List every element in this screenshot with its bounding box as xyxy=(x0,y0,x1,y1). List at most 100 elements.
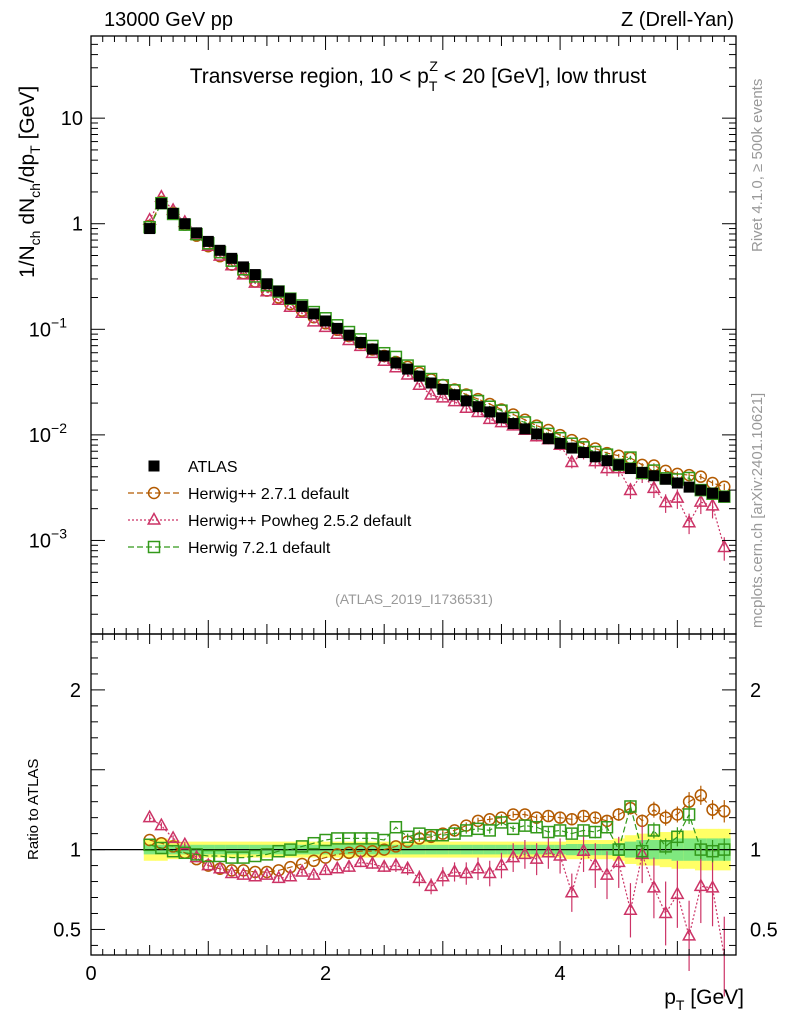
data-point xyxy=(366,343,378,355)
ratio-point xyxy=(705,879,720,893)
data-point xyxy=(261,278,273,290)
ratio-y-tick-label-right: 1 xyxy=(750,840,761,862)
ratio-point xyxy=(154,817,169,831)
data-point xyxy=(718,491,730,503)
ratio-point xyxy=(694,789,708,802)
data-point xyxy=(519,423,531,435)
data-point xyxy=(214,244,226,256)
legend-marker xyxy=(146,511,162,525)
ratio-point xyxy=(341,859,357,872)
ratio-point xyxy=(365,855,380,869)
data-point xyxy=(295,305,310,319)
data-point xyxy=(273,285,285,297)
data-point xyxy=(542,433,554,445)
ratio-point xyxy=(284,860,297,874)
data-point xyxy=(648,470,660,482)
ratio-point xyxy=(212,860,228,874)
data-point xyxy=(413,370,425,382)
process-label: Z (Drell-Yan) xyxy=(621,9,734,31)
ratio-point xyxy=(659,811,672,824)
data-point xyxy=(425,377,437,389)
ratio-point xyxy=(706,803,719,816)
ratio-y-tick-label: 1 xyxy=(70,840,81,862)
main-panel: 10 1 10−1 10−2 10−3 Transverse region, 10 < … xyxy=(16,35,737,635)
legend-marker xyxy=(147,486,161,500)
ratio-point xyxy=(389,840,403,853)
ratio-point xyxy=(377,859,392,872)
data-point xyxy=(435,389,450,403)
ratio-point xyxy=(342,846,356,860)
ratio-point xyxy=(295,863,310,877)
data-point xyxy=(202,235,214,247)
data-point xyxy=(495,412,507,424)
data-point xyxy=(320,315,332,327)
ratio-y-axis-label: Ratio to ATLAS xyxy=(25,759,42,860)
ratio-y-tick-label: 0.5 xyxy=(53,919,81,941)
data-point xyxy=(390,357,402,369)
analysis-id-label: (ATLAS_2019_I1736531) xyxy=(335,591,493,607)
ratio-point xyxy=(612,808,625,821)
data-point xyxy=(459,400,474,414)
ratio-frame xyxy=(90,633,737,956)
ratio-point xyxy=(177,836,192,850)
data-point xyxy=(224,257,239,271)
data-point xyxy=(472,401,484,413)
ratio-point xyxy=(259,867,274,880)
ratio-point xyxy=(400,860,415,874)
main-x-ticks xyxy=(90,36,737,634)
data-point xyxy=(717,539,732,553)
ratio-point xyxy=(307,854,321,868)
data-point xyxy=(658,494,673,508)
ratio-point xyxy=(353,854,368,868)
ratio-point xyxy=(635,844,649,858)
ratio-point xyxy=(718,805,731,818)
legend-label: ATLAS xyxy=(188,459,238,476)
chart-title: Transverse region, 10 < pTZ < 20 [GeV], … xyxy=(190,58,647,94)
ratio-point xyxy=(670,886,685,900)
data-point xyxy=(155,198,167,210)
ratio-point xyxy=(600,820,614,834)
ratio-point xyxy=(201,857,216,871)
data-point xyxy=(601,455,613,467)
ratio-point xyxy=(599,867,615,880)
x-tick-label: 2 xyxy=(320,963,331,985)
series-3-main xyxy=(143,196,731,503)
data-point xyxy=(460,395,472,407)
data-point xyxy=(636,467,648,479)
ratio-point xyxy=(377,843,391,856)
ratio-point xyxy=(248,868,263,882)
ratio-point xyxy=(647,803,661,816)
legend-label: Herwig 7.2.1 default xyxy=(188,540,331,557)
data-point xyxy=(624,463,636,475)
ratio-point xyxy=(482,865,497,879)
ratio-y-ticks: 2 2 1 1 0.5 0.5 xyxy=(53,641,778,946)
series-3-ratio xyxy=(143,800,731,864)
data-point xyxy=(424,386,439,400)
legend-marker xyxy=(148,460,160,472)
data-point xyxy=(179,218,191,230)
data-point xyxy=(283,299,298,312)
ratio-point xyxy=(331,848,344,861)
data-point xyxy=(437,383,449,395)
data-point xyxy=(554,437,566,449)
data-point xyxy=(646,480,661,494)
data-point xyxy=(249,269,261,281)
data-point xyxy=(670,490,685,503)
x-tick-label: 0 xyxy=(85,963,96,985)
ratio-point xyxy=(611,854,626,868)
ratio-point xyxy=(142,809,157,823)
data-point xyxy=(623,482,638,496)
data-point xyxy=(306,313,321,327)
series-1-main xyxy=(143,195,731,494)
data-point xyxy=(237,261,249,273)
data-point xyxy=(671,477,683,489)
data-point xyxy=(599,460,615,474)
data-point xyxy=(613,459,625,471)
ratio-point xyxy=(589,811,602,824)
ratio-point xyxy=(283,868,298,882)
data-point xyxy=(296,300,308,312)
main-y-ticks: 10 1 10−1 10−2 10−3 xyxy=(29,35,736,615)
data-point xyxy=(693,494,708,507)
ratio-point xyxy=(189,849,204,863)
